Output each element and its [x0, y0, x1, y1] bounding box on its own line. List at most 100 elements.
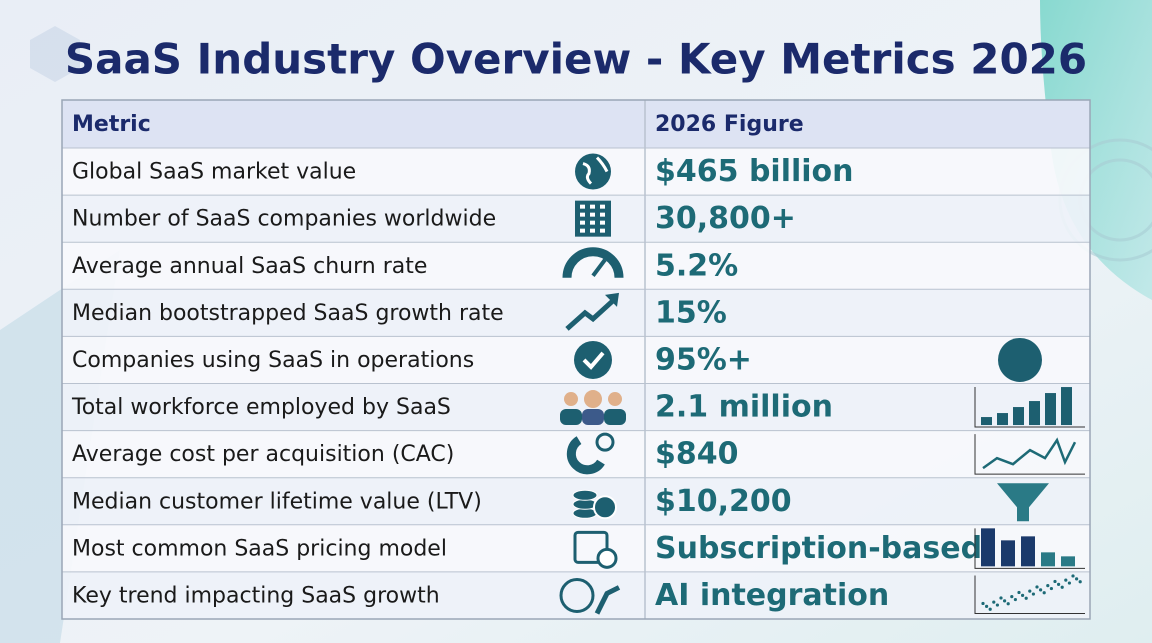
icon — [566, 432, 615, 475]
metric-value: 30,800+ — [655, 201, 796, 236]
icon — [572, 489, 598, 501]
decor — [30, 26, 80, 82]
mini-chart — [1035, 585, 1039, 589]
icon — [591, 258, 607, 277]
mini-chart — [1017, 590, 1021, 595]
icon — [594, 585, 621, 615]
icon — [565, 292, 619, 331]
mini-chart — [981, 417, 992, 426]
mini-chart — [1001, 540, 1015, 567]
icon — [590, 220, 595, 225]
mini-chart — [1064, 578, 1068, 582]
icon — [574, 340, 612, 379]
metric-label: Global SaaS market value — [72, 160, 356, 185]
icon — [604, 409, 626, 426]
mini-chart — [995, 603, 1000, 607]
metric-value: 5.2% — [655, 248, 738, 283]
mini-chart — [985, 604, 989, 608]
metric-value: AI integration — [655, 578, 889, 613]
metric-label: Median customer lifetime value (LTV) — [72, 489, 482, 514]
icon — [590, 212, 595, 217]
mini-chart — [999, 596, 1003, 600]
metric-label: Average annual SaaS churn rate — [72, 254, 427, 279]
icon — [596, 547, 618, 569]
metric-value: 95%+ — [655, 342, 752, 377]
mini-chart — [1006, 602, 1010, 606]
mini-chart — [982, 437, 1077, 470]
icon — [574, 340, 612, 379]
mini-chart — [1021, 536, 1035, 567]
icon — [580, 204, 585, 209]
mini-chart — [981, 601, 985, 606]
mini-chart — [1010, 595, 1014, 599]
metric-value: 2.1 million — [655, 390, 833, 425]
metric-label: Number of SaaS companies worldwide — [72, 207, 496, 232]
mini-chart — [1061, 556, 1075, 567]
mini-chart — [1071, 574, 1075, 578]
mini-chart — [1078, 580, 1082, 584]
header-row — [62, 100, 1090, 148]
icon — [573, 530, 618, 569]
mini-chart — [981, 528, 995, 567]
mini-chart — [1003, 599, 1007, 603]
decor — [1040, 0, 1152, 300]
icon — [573, 530, 609, 564]
icon — [600, 228, 605, 233]
mini-chart — [997, 413, 1008, 426]
icon — [580, 220, 585, 225]
metric-label: Most common SaaS pricing model — [72, 536, 447, 561]
icon — [572, 489, 617, 520]
mini-chart — [1075, 577, 1079, 581]
metric-label: Total workforce employed by SaaS — [71, 395, 451, 420]
icon — [564, 392, 578, 407]
mini-chart — [974, 528, 1085, 569]
mini-chart — [1045, 393, 1056, 426]
icon — [605, 292, 619, 307]
icon — [582, 156, 609, 185]
icon — [600, 220, 605, 225]
metric-label: Median bootstrapped SaaS growth rate — [72, 301, 504, 326]
icon — [565, 297, 617, 331]
metric-value: $465 billion — [655, 154, 854, 189]
icon — [590, 204, 595, 209]
icon — [575, 200, 611, 237]
table-row — [62, 242, 1090, 290]
column-header: 2026 Figure — [655, 112, 804, 137]
icon — [600, 204, 605, 209]
mini-chart — [1028, 589, 1032, 593]
mini-chart — [1049, 586, 1053, 591]
mini-chart — [1046, 584, 1050, 588]
table-row — [62, 289, 1090, 337]
mini-chart — [997, 483, 1049, 522]
icon — [560, 409, 582, 426]
mini-chart — [1061, 387, 1072, 426]
mini-chart — [1060, 585, 1064, 589]
mini-chart — [1029, 401, 1040, 426]
icon — [590, 228, 595, 233]
metric-value: $840 — [655, 437, 739, 472]
mini-chart — [1031, 592, 1035, 596]
metric-value: 15% — [655, 295, 727, 330]
mini-chart — [1021, 593, 1025, 597]
mini-chart — [1053, 579, 1057, 584]
icon — [562, 247, 624, 279]
metric-label: Average cost per acquisition (CAC) — [72, 442, 454, 467]
metric-value: Subscription-based — [655, 531, 982, 566]
mini-chart — [1013, 597, 1018, 602]
icon — [580, 212, 585, 217]
mini-chart — [1057, 582, 1061, 586]
icon — [582, 409, 604, 426]
icon — [600, 212, 605, 217]
icon — [582, 351, 605, 370]
icon — [575, 153, 611, 190]
mini-chart — [1024, 596, 1028, 600]
icon — [559, 577, 621, 615]
icon — [584, 390, 602, 409]
metric-label: Companies using SaaS in operations — [72, 348, 474, 373]
mini-chart — [1067, 581, 1071, 585]
column-header: Metric — [72, 112, 151, 137]
mini-chart — [974, 434, 1085, 475]
mini-chart — [1039, 588, 1043, 592]
